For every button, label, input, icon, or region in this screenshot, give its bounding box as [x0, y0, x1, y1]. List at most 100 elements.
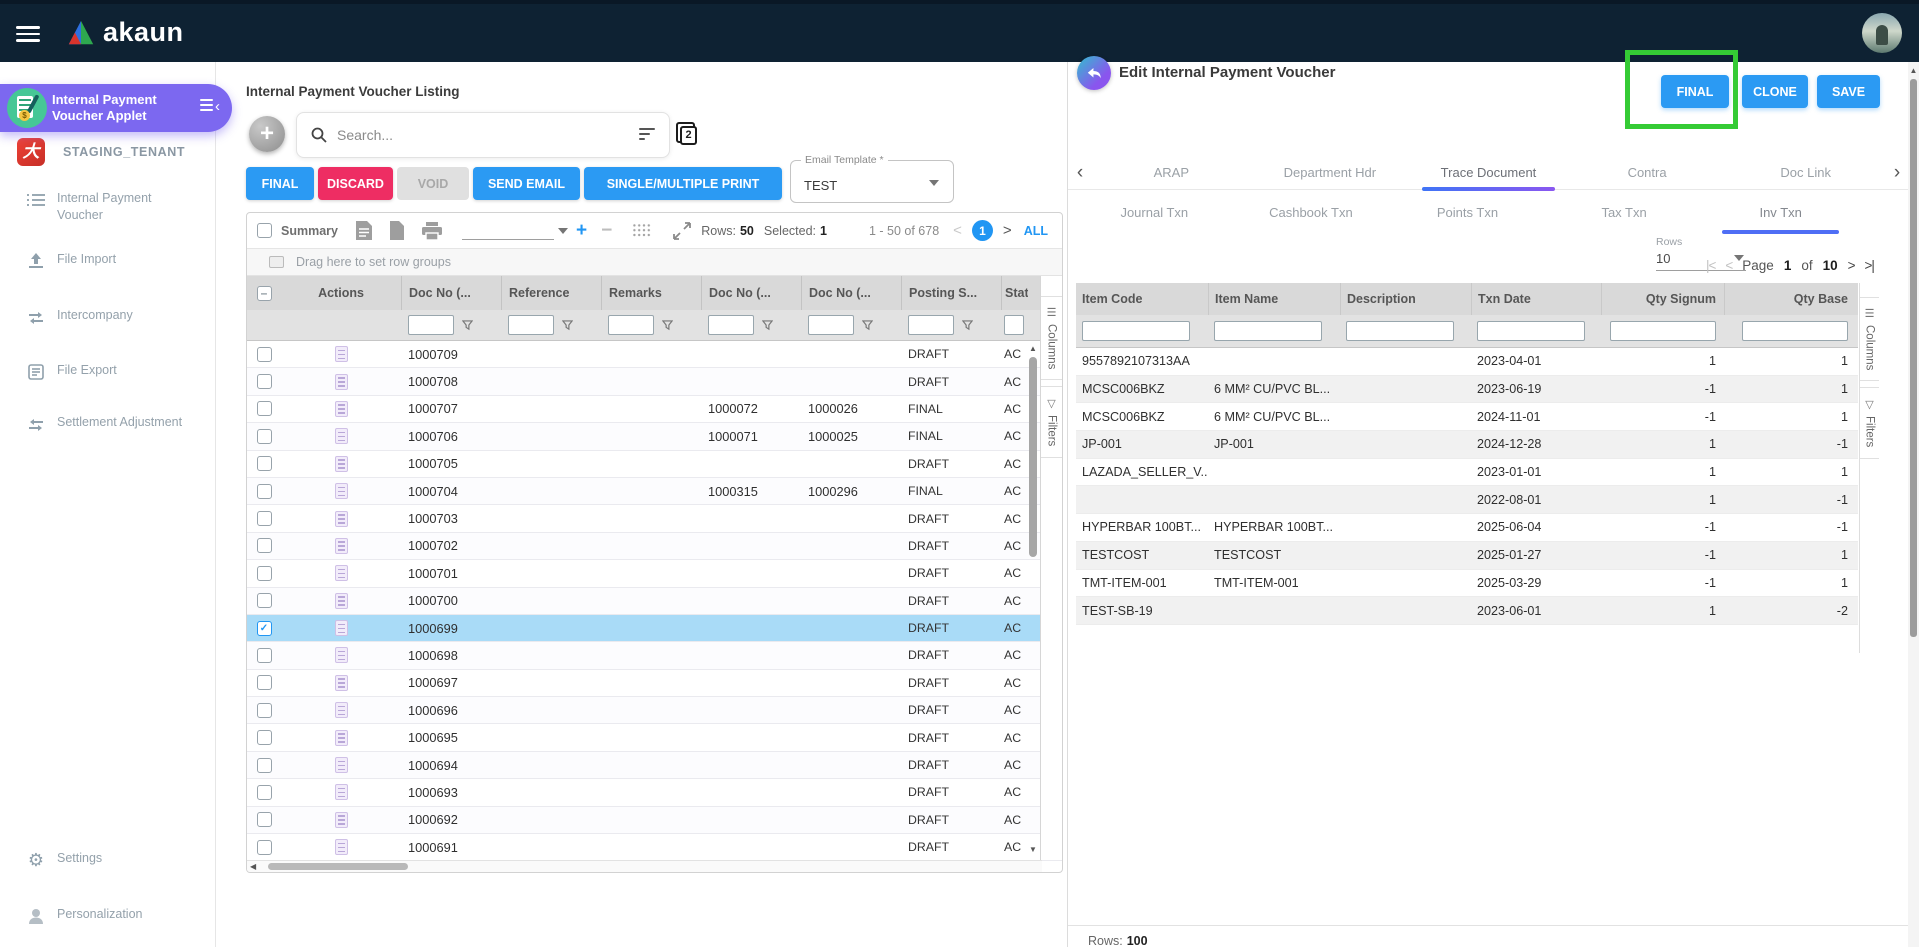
file-lines-icon[interactable] [356, 221, 372, 240]
table-row[interactable]: 1000705DRAFTAC [247, 451, 1062, 478]
detail-final-button[interactable]: FINAL [1661, 75, 1729, 108]
document-icon[interactable] [335, 511, 348, 527]
user-avatar[interactable] [1862, 13, 1902, 53]
row-checkbox[interactable] [257, 347, 272, 362]
row-checkbox[interactable] [257, 648, 272, 663]
filters-side-tab[interactable]: ▽ Filters [1041, 386, 1062, 458]
col-doc-no-2[interactable]: Doc No (... [701, 276, 801, 310]
table-row[interactable]: TESTCOSTTESTCOST2025-01-27-11 [1076, 542, 1858, 570]
next-page-icon[interactable]: > [1003, 222, 1012, 239]
subtab-cashbook-txn[interactable]: Cashbook Txn [1233, 190, 1390, 234]
row-checkbox[interactable] [257, 593, 272, 608]
table-row[interactable]: 100070710000721000026FINALAC [247, 396, 1062, 423]
table-row[interactable]: 1000693DRAFTAC [247, 779, 1062, 806]
document-icon[interactable] [335, 538, 348, 554]
col-actions[interactable]: Actions [281, 276, 401, 310]
table-row[interactable]: 1000691DRAFTAC [247, 834, 1062, 861]
final-button[interactable]: FINAL [246, 167, 314, 200]
tab-arap[interactable]: ARAP [1092, 156, 1251, 189]
subtab-tax-txn[interactable]: Tax Txn [1546, 190, 1703, 234]
row-checkbox[interactable] [257, 730, 272, 745]
sidebar-item-file-import[interactable]: File Import [0, 251, 216, 268]
vertical-scrollbar[interactable]: ▲ ▼ [1026, 341, 1040, 860]
last-page-icon[interactable]: >| [1865, 258, 1874, 273]
document-icon[interactable] [335, 675, 348, 691]
row-checkbox[interactable] [257, 675, 272, 690]
search-input[interactable] [337, 127, 639, 143]
filter-posting-status[interactable] [908, 315, 954, 335]
table-row[interactable]: 100070410003151000296FINALAC [247, 478, 1062, 505]
table-row[interactable]: JP-001JP-0012024-12-281-1 [1076, 431, 1858, 459]
sidebar-item-tenant[interactable]: 大 STAGING_TENANT [0, 138, 216, 166]
file-blank-icon[interactable] [390, 221, 404, 240]
document-icon[interactable] [335, 374, 348, 390]
row-checkbox[interactable] [257, 401, 272, 416]
filter-qty-signum[interactable] [1610, 321, 1716, 341]
table-row[interactable]: 1000702DRAFTAC [247, 533, 1062, 560]
filter-status[interactable] [1004, 315, 1024, 335]
row-checkbox[interactable] [257, 840, 272, 855]
table-row[interactable]: 1000701DRAFTAC [247, 560, 1062, 587]
table-row[interactable]: TMT-ITEM-001TMT-ITEM-0012025-03-29-11 [1076, 570, 1858, 598]
document-icon[interactable] [335, 483, 348, 499]
prev-page-icon[interactable]: < [1725, 258, 1732, 273]
table-row[interactable]: 1000692DRAFTAC [247, 807, 1062, 834]
table-row[interactable]: 1000700DRAFTAC [247, 588, 1062, 615]
email-template-select[interactable]: Email Template * TEST [790, 160, 954, 203]
next-page-icon[interactable]: > [1848, 258, 1855, 273]
summary-checkbox[interactable] [257, 223, 272, 238]
subtab-journal-txn[interactable]: Journal Txn [1076, 190, 1233, 234]
sidebar-item-settlement-adjustment[interactable]: Settlement Adjustment [0, 414, 216, 431]
row-checkbox-checked[interactable]: ✓ [257, 621, 272, 636]
col-posting-status[interactable]: Posting S... [901, 276, 1001, 310]
all-pages-button[interactable]: ALL [1024, 224, 1048, 238]
row-checkbox[interactable] [257, 812, 272, 827]
col-doc-no[interactable]: Doc No (... [401, 276, 501, 310]
row-checkbox[interactable] [257, 703, 272, 718]
table-row[interactable]: 1000709DRAFTAC [247, 341, 1062, 368]
tab-contra[interactable]: Contra [1568, 156, 1727, 189]
row-group-dropzone[interactable]: Drag here to set row groups [247, 249, 1062, 276]
row-checkbox[interactable] [257, 429, 272, 444]
filter-description[interactable] [1346, 321, 1454, 341]
filter-icon[interactable] [639, 128, 655, 143]
document-icon[interactable] [335, 346, 348, 362]
tabs-scroll-left-icon[interactable]: ‹ [1068, 162, 1092, 184]
filter-remarks[interactable] [608, 315, 654, 335]
sidebar-item-intercompany[interactable]: Intercompany [0, 307, 216, 324]
sidebar-item-internal-payment-voucher[interactable]: Internal Payment Voucher [0, 190, 216, 224]
row-checkbox[interactable] [257, 785, 272, 800]
filters-side-tab[interactable]: ▽ Filters [1860, 387, 1879, 459]
document-icon[interactable] [335, 565, 348, 581]
discard-button[interactable]: DISCARD [318, 167, 393, 200]
document-icon[interactable] [335, 428, 348, 444]
row-checkbox[interactable] [257, 456, 272, 471]
table-row[interactable]: 2022-08-011-1 [1076, 486, 1858, 514]
zoom-in-icon[interactable]: + [576, 220, 587, 242]
document-icon[interactable] [335, 647, 348, 663]
filter-item-code[interactable] [1082, 321, 1190, 341]
filter-doc-no-2[interactable] [708, 315, 754, 335]
print-button[interactable]: SINGLE/MULTIPLE PRINT [584, 167, 782, 200]
prev-page-icon[interactable]: < [953, 222, 962, 239]
report-template-select[interactable] [462, 222, 554, 240]
page-number-badge[interactable]: 1 [972, 220, 993, 241]
col-doc-no-3[interactable]: Doc No (... [801, 276, 901, 310]
document-icon[interactable] [335, 757, 348, 773]
document-icon[interactable] [335, 702, 348, 718]
table-row[interactable]: MCSC006BKZ6 MM² CU/PVC BL...2023-06-19-1… [1076, 376, 1858, 404]
grid-density-icon[interactable] [632, 223, 651, 238]
table-row[interactable]: HYPERBAR 100BT...HYPERBAR 100BT...2025-0… [1076, 514, 1858, 542]
col-reference[interactable]: Reference [501, 276, 601, 310]
void-button[interactable]: VOID [397, 167, 469, 200]
row-checkbox[interactable] [257, 566, 272, 581]
filter-txn-date[interactable] [1477, 321, 1585, 341]
table-row[interactable]: 1000695DRAFTAC [247, 724, 1062, 751]
document-icon[interactable] [335, 839, 348, 855]
expand-icon[interactable] [673, 222, 691, 240]
row-checkbox[interactable] [257, 758, 272, 773]
table-row[interactable]: 1000698DRAFTAC [247, 642, 1062, 669]
table-row[interactable]: 1000708DRAFTAC [247, 368, 1062, 395]
columns-side-tab[interactable]: ☰ Columns [1041, 296, 1062, 380]
back-button[interactable] [1077, 56, 1111, 90]
